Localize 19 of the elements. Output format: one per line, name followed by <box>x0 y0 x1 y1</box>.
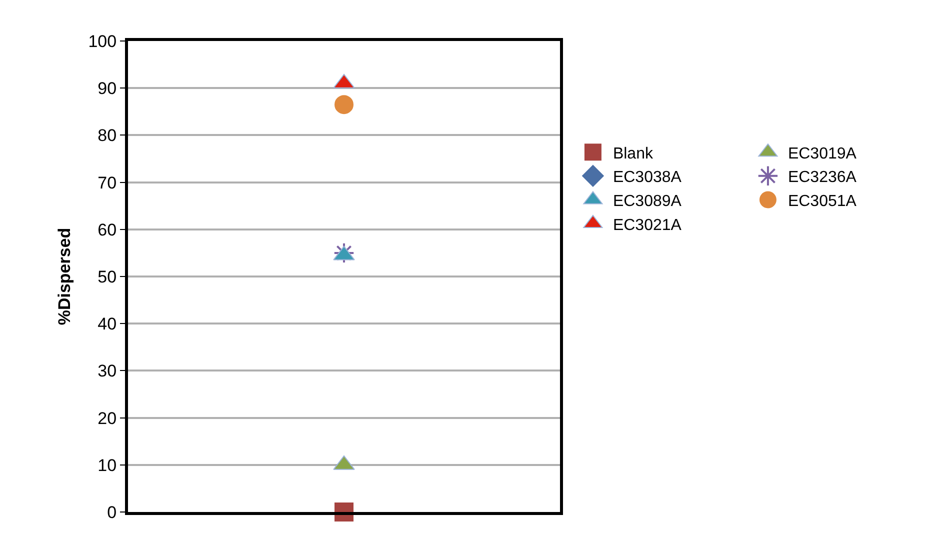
legend-label: EC3051A <box>788 192 857 210</box>
y-axis-title: %Dispersed <box>54 228 74 326</box>
y-tick-label: 0 <box>107 502 117 522</box>
y-tick-label: 60 <box>98 220 117 240</box>
legend-label: EC3021A <box>612 216 682 234</box>
y-tick-label: 10 <box>98 456 117 475</box>
y-tick-label: 30 <box>98 362 117 381</box>
y-tick-label: 50 <box>98 267 117 286</box>
y-tick-label: 40 <box>98 314 117 334</box>
legend-label: EC3089A <box>612 192 682 210</box>
y-tick-label: 70 <box>98 173 117 192</box>
y-tick-label: 100 <box>88 32 117 51</box>
legend-label: EC3236A <box>788 169 857 186</box>
y-tick-label: 20 <box>98 408 117 428</box>
y-tick-label: 80 <box>98 126 117 146</box>
legend-label: EC3038A <box>612 169 682 186</box>
legend-label: Blank <box>612 145 654 162</box>
y-tick-label: 90 <box>98 79 117 98</box>
legend-label: EC3019A <box>788 145 857 162</box>
